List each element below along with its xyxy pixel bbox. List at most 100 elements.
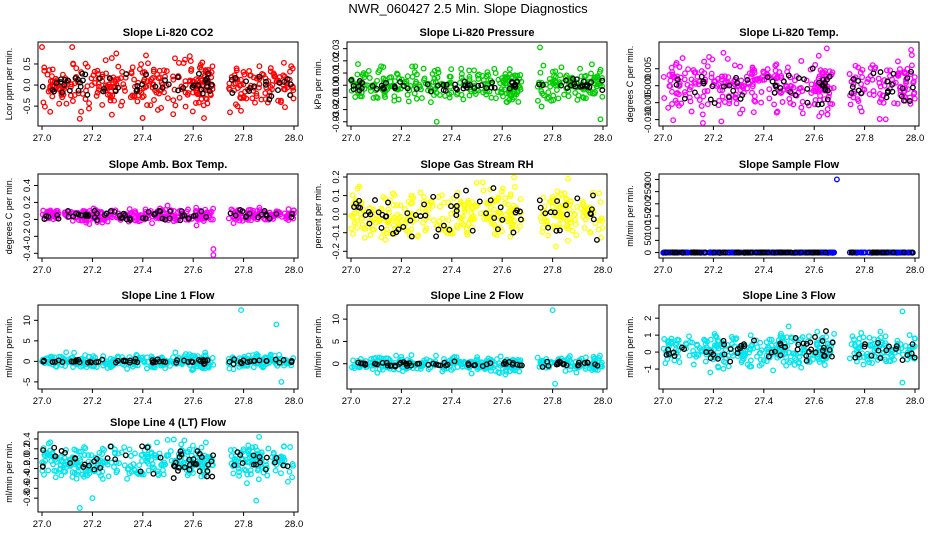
y-tick-label: -0.03 [331,111,342,133]
subset-point [744,76,751,83]
subset-point [471,85,478,92]
subset-point [720,83,727,90]
data-point [427,99,434,106]
data-point [798,364,805,371]
outlier-point [537,44,543,51]
subset-point [284,76,291,83]
subset-point [764,74,771,81]
data-point [354,71,361,78]
data-point [790,101,797,108]
subset-point [452,81,459,88]
data-point [578,73,585,80]
x-tick-label: 27.6 [184,396,203,407]
data-point [497,353,504,360]
data-point [859,74,866,81]
data-point [243,480,250,487]
data-point [720,49,727,56]
data-point [152,87,158,94]
data-point [723,82,730,89]
data-point [707,369,714,376]
data-point [193,222,200,229]
plot-frame [658,41,920,127]
data-point [120,81,127,88]
subset-point [434,82,441,89]
plot-frame [37,304,299,390]
subset-point [454,86,460,93]
data-point [669,88,675,95]
data-point [69,98,76,104]
subset-point [391,83,398,90]
x-tick-label: 27.4 [443,133,462,144]
data-point [430,79,437,86]
subset-point [488,84,495,91]
data-point [718,118,725,125]
y-tick-label: -0.1 [331,225,342,241]
data-point [882,116,889,123]
subset-point [795,75,802,82]
subset-point [815,101,822,108]
subset-point [175,87,182,94]
outlier-point [238,307,245,314]
data-point [751,67,758,74]
panel-9: Slope Line 3 Flow ml/min per min. 27.0 27.2… [625,290,924,407]
data-point [798,58,805,64]
data-point [830,84,837,91]
data-point [388,74,395,81]
data-point [876,116,883,122]
subset-point [733,74,740,81]
data-point [504,99,510,106]
subset-point [698,73,705,80]
data-point [517,196,524,203]
data-point [799,110,806,117]
data-point [686,333,692,340]
subset-point [824,96,831,103]
subset-point [53,80,60,87]
data-point [877,328,884,335]
data-point [740,84,747,91]
data-point [860,361,867,368]
x-tick-label: 27.0 [33,265,52,276]
data-point [690,361,697,368]
subset-point [478,82,485,89]
x-tick-label: 28.0 [594,265,613,276]
x-tick-label: 27.2 [83,133,102,144]
data-point [412,63,419,70]
subset-point [369,83,376,89]
subset-point [251,83,258,90]
data-point [498,86,505,93]
x-tick-label: 28.0 [285,519,304,530]
data-point [507,92,514,99]
data-point [669,101,676,107]
data-point [819,69,826,76]
data-point [44,71,51,78]
subset-point [142,71,149,78]
data-point [552,243,559,250]
data-point [855,64,862,71]
data-point [249,95,256,102]
data-point [858,108,865,115]
subset-point [79,70,86,77]
data-point [434,66,441,73]
subset-point [726,94,733,101]
data-point [678,100,685,107]
data-point [409,63,416,70]
data-point [895,72,902,79]
subset-point [373,85,380,92]
x-tick-label: 27.8 [543,265,562,276]
x-tick-label: 27.2 [83,265,102,276]
data-point [252,99,258,106]
data-point [758,89,765,95]
subset-point [123,71,130,78]
subset-point [512,83,519,90]
data-point [361,85,368,92]
x-tick-label: 27.4 [755,396,774,407]
subset-point [573,76,580,83]
outlier-point [89,495,96,502]
data-point [817,92,824,99]
data-point [719,73,726,80]
subset-point [350,86,357,93]
data-point [209,355,216,361]
x-tick-label: 27.2 [392,396,411,407]
outlier-point [816,113,823,120]
data-point [574,96,581,103]
